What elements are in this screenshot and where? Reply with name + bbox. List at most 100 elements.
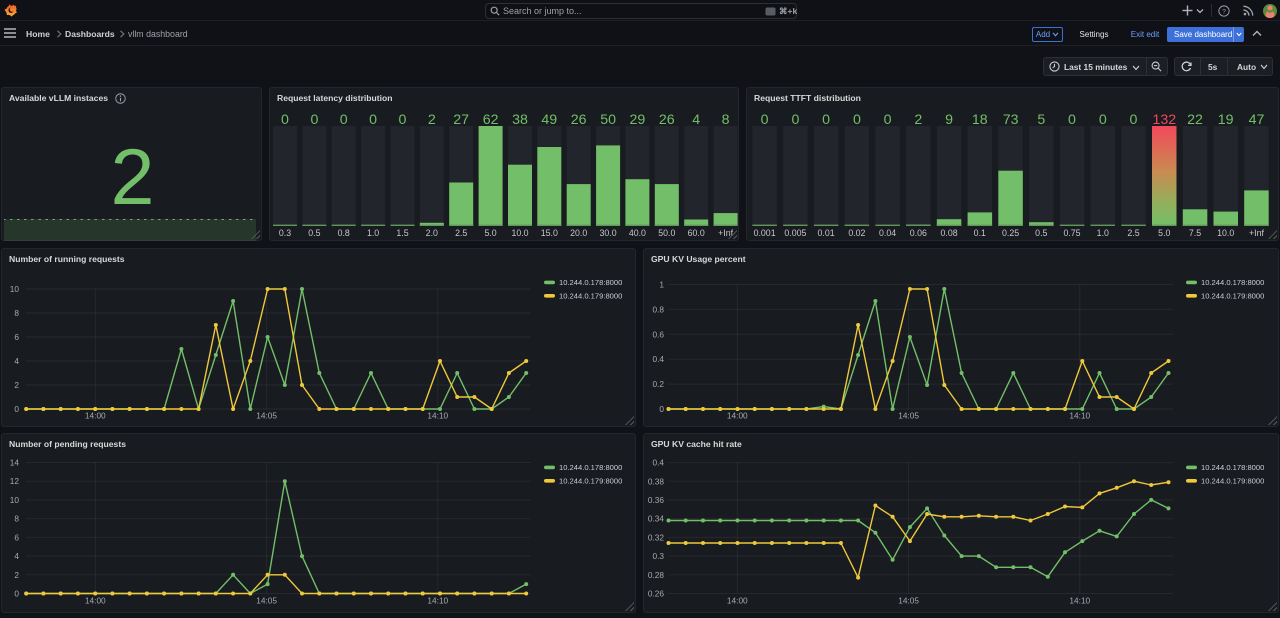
svg-text:0.5: 0.5 xyxy=(1035,228,1047,238)
svg-text:12: 12 xyxy=(10,476,20,486)
svg-text:0: 0 xyxy=(369,112,377,128)
svg-text:5: 5 xyxy=(1037,112,1045,128)
svg-text:0.36: 0.36 xyxy=(648,495,665,505)
svg-text:14:05: 14:05 xyxy=(898,411,919,421)
svg-text:0: 0 xyxy=(884,112,892,128)
svg-text:0.32: 0.32 xyxy=(648,532,665,542)
svg-text:0.8: 0.8 xyxy=(338,228,350,238)
svg-text:5.0: 5.0 xyxy=(1158,228,1170,238)
svg-text:6: 6 xyxy=(14,532,19,542)
svg-text:15.0: 15.0 xyxy=(541,228,558,238)
svg-text:22: 22 xyxy=(1187,112,1203,128)
svg-text:7.5: 7.5 xyxy=(1189,228,1201,238)
svg-text:26: 26 xyxy=(571,112,587,128)
svg-text:10: 10 xyxy=(10,495,20,505)
svg-text:60.0: 60.0 xyxy=(688,228,705,238)
svg-text:14:00: 14:00 xyxy=(85,596,106,606)
svg-text:0: 0 xyxy=(791,112,799,128)
svg-text:10.244.0.179:8000: 10.244.0.179:8000 xyxy=(559,291,622,300)
svg-text:10.244.0.179:8000: 10.244.0.179:8000 xyxy=(1201,476,1264,485)
svg-text:14:00: 14:00 xyxy=(85,411,106,421)
svg-text:0.28: 0.28 xyxy=(648,570,665,580)
svg-text:0: 0 xyxy=(761,112,769,128)
svg-text:14:05: 14:05 xyxy=(256,596,277,606)
svg-text:2: 2 xyxy=(14,570,19,580)
svg-text:0.08: 0.08 xyxy=(941,228,958,238)
svg-text:1.0: 1.0 xyxy=(1097,228,1109,238)
svg-text:0: 0 xyxy=(281,112,289,128)
svg-text:132: 132 xyxy=(1152,112,1176,128)
svg-text:49: 49 xyxy=(541,112,557,128)
svg-text:0.2: 0.2 xyxy=(652,379,664,389)
svg-text:0.3: 0.3 xyxy=(279,228,291,238)
svg-text:10: 10 xyxy=(10,284,20,294)
svg-text:0.01: 0.01 xyxy=(818,228,835,238)
svg-text:0.06: 0.06 xyxy=(910,228,927,238)
svg-text:10.244.0.178:8000: 10.244.0.178:8000 xyxy=(559,278,622,287)
svg-text:19: 19 xyxy=(1218,112,1234,128)
svg-text:0.25: 0.25 xyxy=(1002,228,1019,238)
svg-text:14:10: 14:10 xyxy=(1069,411,1090,421)
svg-text:30.0: 30.0 xyxy=(600,228,617,238)
svg-text:62: 62 xyxy=(483,112,499,128)
svg-text:0.4: 0.4 xyxy=(652,354,664,364)
svg-text:1.0: 1.0 xyxy=(367,228,379,238)
svg-text:2.5: 2.5 xyxy=(1127,228,1139,238)
svg-text:0.005: 0.005 xyxy=(784,228,806,238)
svg-text:0: 0 xyxy=(310,112,318,128)
svg-text:14:10: 14:10 xyxy=(427,411,448,421)
svg-text:14:10: 14:10 xyxy=(427,596,448,606)
svg-text:0: 0 xyxy=(14,589,19,599)
svg-text:10.0: 10.0 xyxy=(511,228,528,238)
svg-text:18: 18 xyxy=(972,112,988,128)
svg-text:14:05: 14:05 xyxy=(898,596,919,606)
svg-text:2: 2 xyxy=(428,112,436,128)
svg-text:10.244.0.179:8000: 10.244.0.179:8000 xyxy=(559,476,622,485)
svg-text:0: 0 xyxy=(399,112,407,128)
svg-text:14: 14 xyxy=(10,458,20,468)
svg-text:0: 0 xyxy=(822,112,830,128)
svg-text:14:00: 14:00 xyxy=(727,411,748,421)
svg-text:0: 0 xyxy=(1099,112,1107,128)
svg-text:0.1: 0.1 xyxy=(974,228,986,238)
svg-text:2: 2 xyxy=(914,112,922,128)
svg-text:9: 9 xyxy=(945,112,953,128)
svg-text:10.0: 10.0 xyxy=(1217,228,1234,238)
svg-text:0.6: 0.6 xyxy=(652,329,664,339)
svg-text:0.34: 0.34 xyxy=(648,514,665,524)
svg-text:0.26: 0.26 xyxy=(648,589,665,599)
svg-text:50.0: 50.0 xyxy=(658,228,675,238)
svg-text:?: ? xyxy=(1222,8,1226,15)
svg-text:0.001: 0.001 xyxy=(754,228,776,238)
svg-text:0: 0 xyxy=(659,404,664,414)
svg-text:20.0: 20.0 xyxy=(570,228,587,238)
svg-text:47: 47 xyxy=(1249,112,1265,128)
svg-text:10.244.0.179:8000: 10.244.0.179:8000 xyxy=(1201,291,1264,300)
svg-text:0.04: 0.04 xyxy=(879,228,896,238)
svg-text:29: 29 xyxy=(630,112,646,128)
svg-text:50: 50 xyxy=(600,112,616,128)
svg-text:+Inf: +Inf xyxy=(718,228,733,238)
svg-text:0: 0 xyxy=(14,404,19,414)
svg-text:6: 6 xyxy=(14,332,19,342)
svg-text:8: 8 xyxy=(14,514,19,524)
svg-text:+Inf: +Inf xyxy=(1249,228,1264,238)
svg-text:5.0: 5.0 xyxy=(484,228,496,238)
svg-text:0.3: 0.3 xyxy=(652,551,664,561)
svg-text:0.38: 0.38 xyxy=(648,476,665,486)
svg-text:27: 27 xyxy=(453,112,469,128)
svg-text:0.75: 0.75 xyxy=(1063,228,1080,238)
svg-text:0.8: 0.8 xyxy=(652,304,664,314)
svg-text:1: 1 xyxy=(659,280,664,290)
svg-text:0.5: 0.5 xyxy=(308,228,320,238)
svg-text:2.0: 2.0 xyxy=(426,228,438,238)
svg-text:2: 2 xyxy=(14,380,19,390)
svg-text:10.244.0.178:8000: 10.244.0.178:8000 xyxy=(1201,463,1264,472)
svg-text:73: 73 xyxy=(1003,112,1019,128)
svg-text:40.0: 40.0 xyxy=(629,228,646,238)
svg-text:0.02: 0.02 xyxy=(848,228,865,238)
svg-text:4: 4 xyxy=(14,356,19,366)
svg-text:0: 0 xyxy=(853,112,861,128)
svg-text:8: 8 xyxy=(14,308,19,318)
svg-text:0: 0 xyxy=(1068,112,1076,128)
